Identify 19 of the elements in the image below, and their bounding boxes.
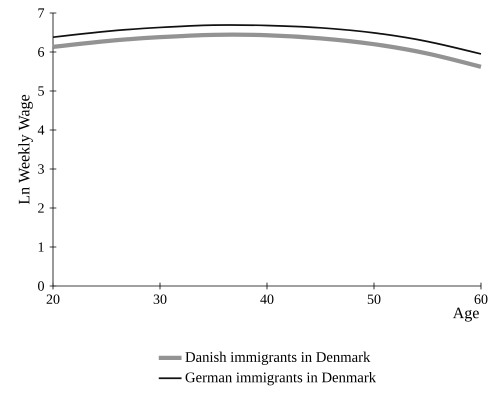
- x-tick-label: 60: [474, 294, 488, 304]
- legend-label: German immigrants in Denmark: [186, 372, 376, 386]
- y-tick-label: 2: [38, 203, 44, 213]
- x-tick-label: 30: [154, 294, 166, 304]
- x-tick-label: 50: [368, 294, 380, 304]
- y-tick-label: 0: [38, 281, 44, 291]
- y-tick-label: 4: [38, 125, 44, 135]
- line-series: [52, 24, 482, 55]
- x-axis-title: Age: [452, 308, 479, 322]
- y-tick-label: 1: [38, 242, 44, 252]
- x-tick-label: 20: [46, 294, 60, 304]
- y-axis-title: Ln Weekly Wage: [18, 94, 33, 204]
- y-tick-label: 5: [38, 86, 44, 96]
- y-tick-label: 6: [38, 47, 44, 57]
- line-series: [50, 32, 484, 69]
- y-tick-label: 7: [38, 8, 44, 18]
- legend-label: Danish immigrants in Denmark: [185, 352, 370, 365]
- x-tick-label: 40: [260, 294, 274, 304]
- y-tick-label: 3: [38, 164, 44, 174]
